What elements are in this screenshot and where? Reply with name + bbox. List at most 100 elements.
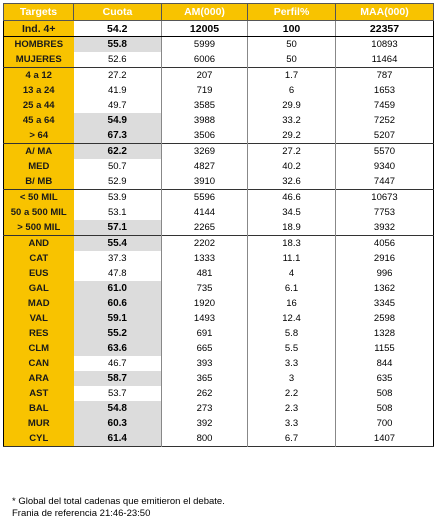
target-label: VAL: [3, 311, 74, 326]
cuota-cell: 57.1: [73, 220, 162, 236]
maa-cell: 1362: [335, 281, 434, 296]
am-cell: 2265: [161, 220, 248, 236]
maa-cell: 10893: [335, 36, 434, 52]
target-label: 4 a 12: [3, 67, 74, 83]
target-group: A/ MA 62.2 3269 27.2 5570 MED 50.7 4827 40.2 9340…: [3, 143, 434, 190]
perfil-cell: 18.9: [247, 220, 336, 236]
table-row: 45 a 64 54.9 3988 33.2 7252: [3, 113, 434, 128]
maa-cell: 3345: [335, 296, 434, 311]
am-cell: 800: [161, 431, 248, 447]
target-label: CAT: [3, 251, 74, 266]
perfil-cell: 5.8: [247, 326, 336, 341]
total-perfil: 100: [247, 20, 336, 37]
table-row: 25 a 44 49.7 3585 29.9 7459: [3, 98, 434, 113]
cuota-cell: 61.4: [73, 431, 162, 447]
table-row: > 500 MIL 57.1 2265 18.9 3932: [3, 220, 434, 236]
am-cell: 3988: [161, 113, 248, 128]
total-cuota: 54.2: [73, 20, 162, 37]
maa-cell: 9340: [335, 159, 434, 174]
table-row: AND 55.4 2202 18.3 4056: [3, 235, 434, 251]
audience-table-container: Targets Cuota AM(000) Perfil% MAA(000) I…: [3, 3, 434, 447]
cuota-cell: 61.0: [73, 281, 162, 296]
perfil-cell: 2.2: [247, 386, 336, 401]
perfil-cell: 2.3: [247, 401, 336, 416]
maa-cell: 5207: [335, 128, 434, 144]
cuota-cell: 50.7: [108, 160, 127, 172]
target-label: MUJERES: [3, 52, 74, 68]
perfil-cell: 6.1: [247, 281, 336, 296]
perfil-cell: 4: [247, 266, 336, 281]
header-am: AM(000): [161, 3, 248, 21]
target-group: 4 a 12 27.2 207 1.7 787 13 a 24 41.9 719 6 1653 25…: [3, 67, 434, 144]
target-label: B/ MB: [3, 174, 74, 190]
table-row: HOMBRES 55.8 5999 50 10893: [3, 36, 434, 52]
perfil-cell: 5.5: [247, 341, 336, 356]
target-label: 13 a 24: [3, 83, 74, 98]
target-label: GAL: [3, 281, 74, 296]
target-label: CAN: [3, 356, 74, 371]
maa-cell: 787: [335, 67, 434, 83]
maa-cell: 2598: [335, 311, 434, 326]
maa-cell: 1653: [335, 83, 434, 98]
am-cell: 3269: [161, 143, 248, 159]
audience-table: Targets Cuota AM(000) Perfil% MAA(000) I…: [3, 3, 434, 447]
cuota-cell: 52.6: [108, 53, 127, 65]
cuota-cell: 53.9: [73, 189, 162, 205]
target-label: MED: [3, 159, 74, 174]
header-targets: Targets: [3, 3, 74, 21]
am-cell: 4144: [161, 205, 248, 220]
cuota-cell: 47.8: [108, 267, 127, 279]
target-label: HOMBRES: [3, 36, 74, 52]
am-cell: 1493: [161, 311, 248, 326]
cuota-cell: 55.2: [73, 326, 162, 341]
footnote-time-range: Frania de referencia 21:46-23:50: [12, 508, 151, 519]
target-label: AST: [3, 386, 74, 401]
perfil-cell: 3.3: [247, 416, 336, 431]
perfil-cell: 50: [247, 52, 336, 68]
am-cell: 735: [161, 281, 248, 296]
am-cell: 365: [161, 371, 248, 386]
maa-cell: 7753: [335, 205, 434, 220]
perfil-cell: 18.3: [247, 235, 336, 251]
perfil-cell: 11.1: [247, 251, 336, 266]
table-row: CAN 46.7 393 3.3 844: [3, 356, 434, 371]
target-label: RES: [3, 326, 74, 341]
maa-cell: 508: [335, 386, 434, 401]
am-cell: 3506: [161, 128, 248, 144]
table-row: > 64 67.3 3506 29.2 5207: [3, 128, 434, 144]
maa-cell: 508: [335, 401, 434, 416]
am-cell: 665: [161, 341, 248, 356]
target-label: A/ MA: [3, 143, 74, 159]
cuota-cell: 55.4: [73, 235, 162, 251]
cuota-cell: 49.7: [108, 99, 127, 111]
table-row: CAT 37.3 1333 11.1 2916: [3, 251, 434, 266]
am-cell: 207: [161, 67, 248, 83]
header-maa: MAA(000): [335, 3, 434, 21]
am-cell: 262: [161, 386, 248, 401]
table-row: MUR 60.3 392 3.3 700: [3, 416, 434, 431]
am-cell: 1333: [161, 251, 248, 266]
target-label: EUS: [3, 266, 74, 281]
total-am: 12005: [161, 20, 248, 37]
perfil-cell: 50: [247, 36, 336, 52]
maa-cell: 5570: [335, 143, 434, 159]
maa-cell: 635: [335, 371, 434, 386]
maa-cell: 7252: [335, 113, 434, 128]
cuota-cell: 53.1: [108, 206, 127, 218]
maa-cell: 2916: [335, 251, 434, 266]
table-row: 13 a 24 41.9 719 6 1653: [3, 83, 434, 98]
am-cell: 3910: [161, 174, 248, 190]
header-cuota: Cuota: [73, 3, 162, 21]
target-label: MUR: [3, 416, 74, 431]
am-cell: 691: [161, 326, 248, 341]
table-row: GAL 61.0 735 6.1 1362: [3, 281, 434, 296]
table-row: MED 50.7 4827 40.2 9340: [3, 159, 434, 174]
cuota-cell: 55.8: [73, 36, 162, 52]
cuota-cell: 67.3: [73, 128, 162, 144]
table-row: MUJERES 52.6 6006 50 11464: [3, 52, 434, 68]
maa-cell: 11464: [335, 52, 434, 68]
table-row: < 50 MIL 53.9 5596 46.6 10673: [3, 189, 434, 205]
table-row: EUS 47.8 481 4 996: [3, 266, 434, 281]
footnote-global: * Global del total cadenas que emitieron…: [12, 496, 225, 507]
cuota-cell: 53.7: [108, 387, 127, 399]
